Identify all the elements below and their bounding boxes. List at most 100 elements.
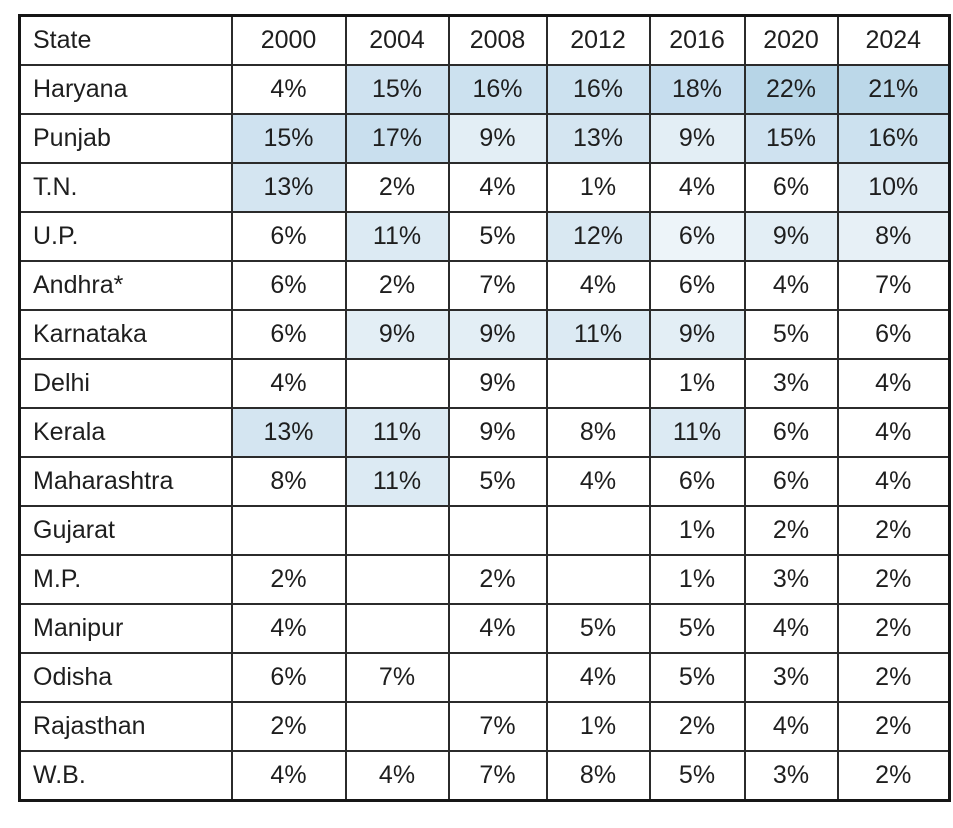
state-label: Odisha (18, 652, 233, 703)
value-cell: 6% (743, 456, 839, 507)
value-cell: 4% (743, 603, 839, 654)
value-cell: 9% (743, 211, 839, 262)
table-row: W.B. 4% 4% 7% 8% 5% 3% 2% (18, 750, 951, 802)
value-cell: 7% (836, 260, 951, 311)
column-header-year: 2008 (447, 14, 548, 66)
value-cell: 2% (648, 701, 746, 752)
value-cell: 15% (743, 113, 839, 164)
value-cell: 1% (648, 554, 746, 605)
value-cell: 5% (648, 750, 746, 802)
state-label: Gujarat (18, 505, 233, 556)
value-cell: 6% (648, 211, 746, 262)
value-cell (344, 358, 450, 409)
value-cell (545, 505, 651, 556)
value-cell: 4% (836, 407, 951, 458)
table-row: T.N. 13% 2% 4% 1% 4% 6% 10% (18, 162, 951, 213)
value-cell: 4% (545, 260, 651, 311)
value-cell: 13% (545, 113, 651, 164)
state-label: Andhra* (18, 260, 233, 311)
value-cell: 4% (447, 603, 548, 654)
column-header-year: 2000 (230, 14, 347, 66)
value-cell: 2% (230, 554, 347, 605)
value-cell: 2% (836, 652, 951, 703)
table-row: Haryana 4% 15% 16% 16% 18% 22% 21% (18, 64, 951, 115)
table-row: Rajasthan 2% 7% 1% 2% 4% 2% (18, 701, 951, 752)
value-cell: 4% (447, 162, 548, 213)
state-label: Delhi (18, 358, 233, 409)
value-cell: 8% (230, 456, 347, 507)
value-cell: 2% (836, 505, 951, 556)
value-cell: 16% (545, 64, 651, 115)
table-row: Delhi 4% 9% 1% 3% 4% (18, 358, 951, 409)
column-header-year: 2024 (836, 14, 951, 66)
value-cell: 4% (743, 701, 839, 752)
table-row: Odisha 6% 7% 4% 5% 3% 2% (18, 652, 951, 703)
state-year-percentage-table: State 2000 2004 2008 2012 2016 2020 2024 Haryan… (18, 14, 951, 802)
value-cell: 2% (344, 162, 450, 213)
value-cell: 6% (836, 309, 951, 360)
value-cell: 2% (743, 505, 839, 556)
value-cell: 4% (344, 750, 450, 802)
table-row: Andhra* 6% 2% 7% 4% 6% 4% 7% (18, 260, 951, 311)
value-cell: 18% (648, 64, 746, 115)
value-cell: 9% (648, 309, 746, 360)
value-cell (230, 505, 347, 556)
value-cell: 22% (743, 64, 839, 115)
value-cell (344, 505, 450, 556)
value-cell: 9% (447, 358, 548, 409)
table-row: Punjab 15% 17% 9% 13% 9% 15% 16% (18, 113, 951, 164)
table-row: Maharashtra 8% 11% 5% 4% 6% 6% 4% (18, 456, 951, 507)
value-cell: 2% (447, 554, 548, 605)
value-cell: 6% (230, 211, 347, 262)
value-cell (545, 358, 651, 409)
value-cell: 12% (545, 211, 651, 262)
value-cell: 7% (447, 701, 548, 752)
value-cell: 2% (836, 554, 951, 605)
value-cell: 4% (836, 456, 951, 507)
value-cell: 4% (545, 456, 651, 507)
state-label: Punjab (18, 113, 233, 164)
column-header-year: 2020 (743, 14, 839, 66)
value-cell: 6% (648, 260, 746, 311)
value-cell: 4% (230, 603, 347, 654)
value-cell: 15% (344, 64, 450, 115)
table-row: Gujarat 1% 2% 2% (18, 505, 951, 556)
value-cell: 5% (743, 309, 839, 360)
value-cell: 2% (230, 701, 347, 752)
value-cell: 1% (648, 505, 746, 556)
value-cell: 5% (545, 603, 651, 654)
state-label: W.B. (18, 750, 233, 802)
value-cell: 2% (836, 750, 951, 802)
value-cell (344, 603, 450, 654)
value-cell: 4% (230, 750, 347, 802)
column-header-year: 2012 (545, 14, 651, 66)
value-cell (344, 554, 450, 605)
value-cell: 4% (230, 358, 347, 409)
value-cell: 2% (836, 701, 951, 752)
value-cell: 8% (836, 211, 951, 262)
value-cell: 7% (447, 750, 548, 802)
value-cell: 9% (447, 407, 548, 458)
value-cell: 9% (648, 113, 746, 164)
value-cell: 1% (545, 162, 651, 213)
value-cell: 7% (344, 652, 450, 703)
value-cell: 7% (447, 260, 548, 311)
value-cell: 3% (743, 750, 839, 802)
column-header-state: State (18, 14, 233, 66)
value-cell: 4% (230, 64, 347, 115)
value-cell: 6% (648, 456, 746, 507)
value-cell: 9% (344, 309, 450, 360)
value-cell: 2% (836, 603, 951, 654)
value-cell: 9% (447, 309, 548, 360)
value-cell: 4% (545, 652, 651, 703)
state-label: Rajasthan (18, 701, 233, 752)
value-cell (447, 652, 548, 703)
table-row: Kerala 13% 11% 9% 8% 11% 6% 4% (18, 407, 951, 458)
value-cell: 13% (230, 407, 347, 458)
value-cell: 1% (648, 358, 746, 409)
value-cell (344, 701, 450, 752)
state-label: M.P. (18, 554, 233, 605)
value-cell: 2% (344, 260, 450, 311)
value-cell: 3% (743, 358, 839, 409)
value-cell: 16% (447, 64, 548, 115)
